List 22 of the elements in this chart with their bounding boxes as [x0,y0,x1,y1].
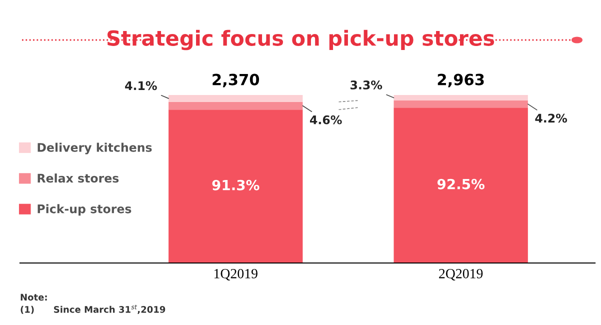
data-label: 92.5% [437,178,484,190]
text: (1) Since March 31$^{st}$,2019 [20,304,166,314]
annotation: 2,963 [438,74,484,88]
legend-label: Pick-up stores [38,204,132,216]
bar [394,95,528,101]
bar [394,108,528,263]
data-label: 4.2% [535,114,568,123]
chart-title: Strategic focus on pick-up stores [107,30,494,50]
bar [394,100,528,108]
text: Note: [20,294,47,301]
legend-label: Delivery kitchens [38,142,152,154]
x-tick-label: 2Q2019 [439,268,483,280]
data-label: 91.3% [212,180,260,190]
data-label: 3.3% [350,80,382,90]
legend-label: Relax stores [38,174,119,183]
data-label: 4.1% [125,81,157,90]
bar [168,110,303,263]
x-tick-label: 1Q2019 [214,268,258,280]
data-label: 4.6% [310,115,342,124]
annotation: 2,370 [212,74,260,88]
bar [168,95,303,102]
bar [168,102,303,110]
